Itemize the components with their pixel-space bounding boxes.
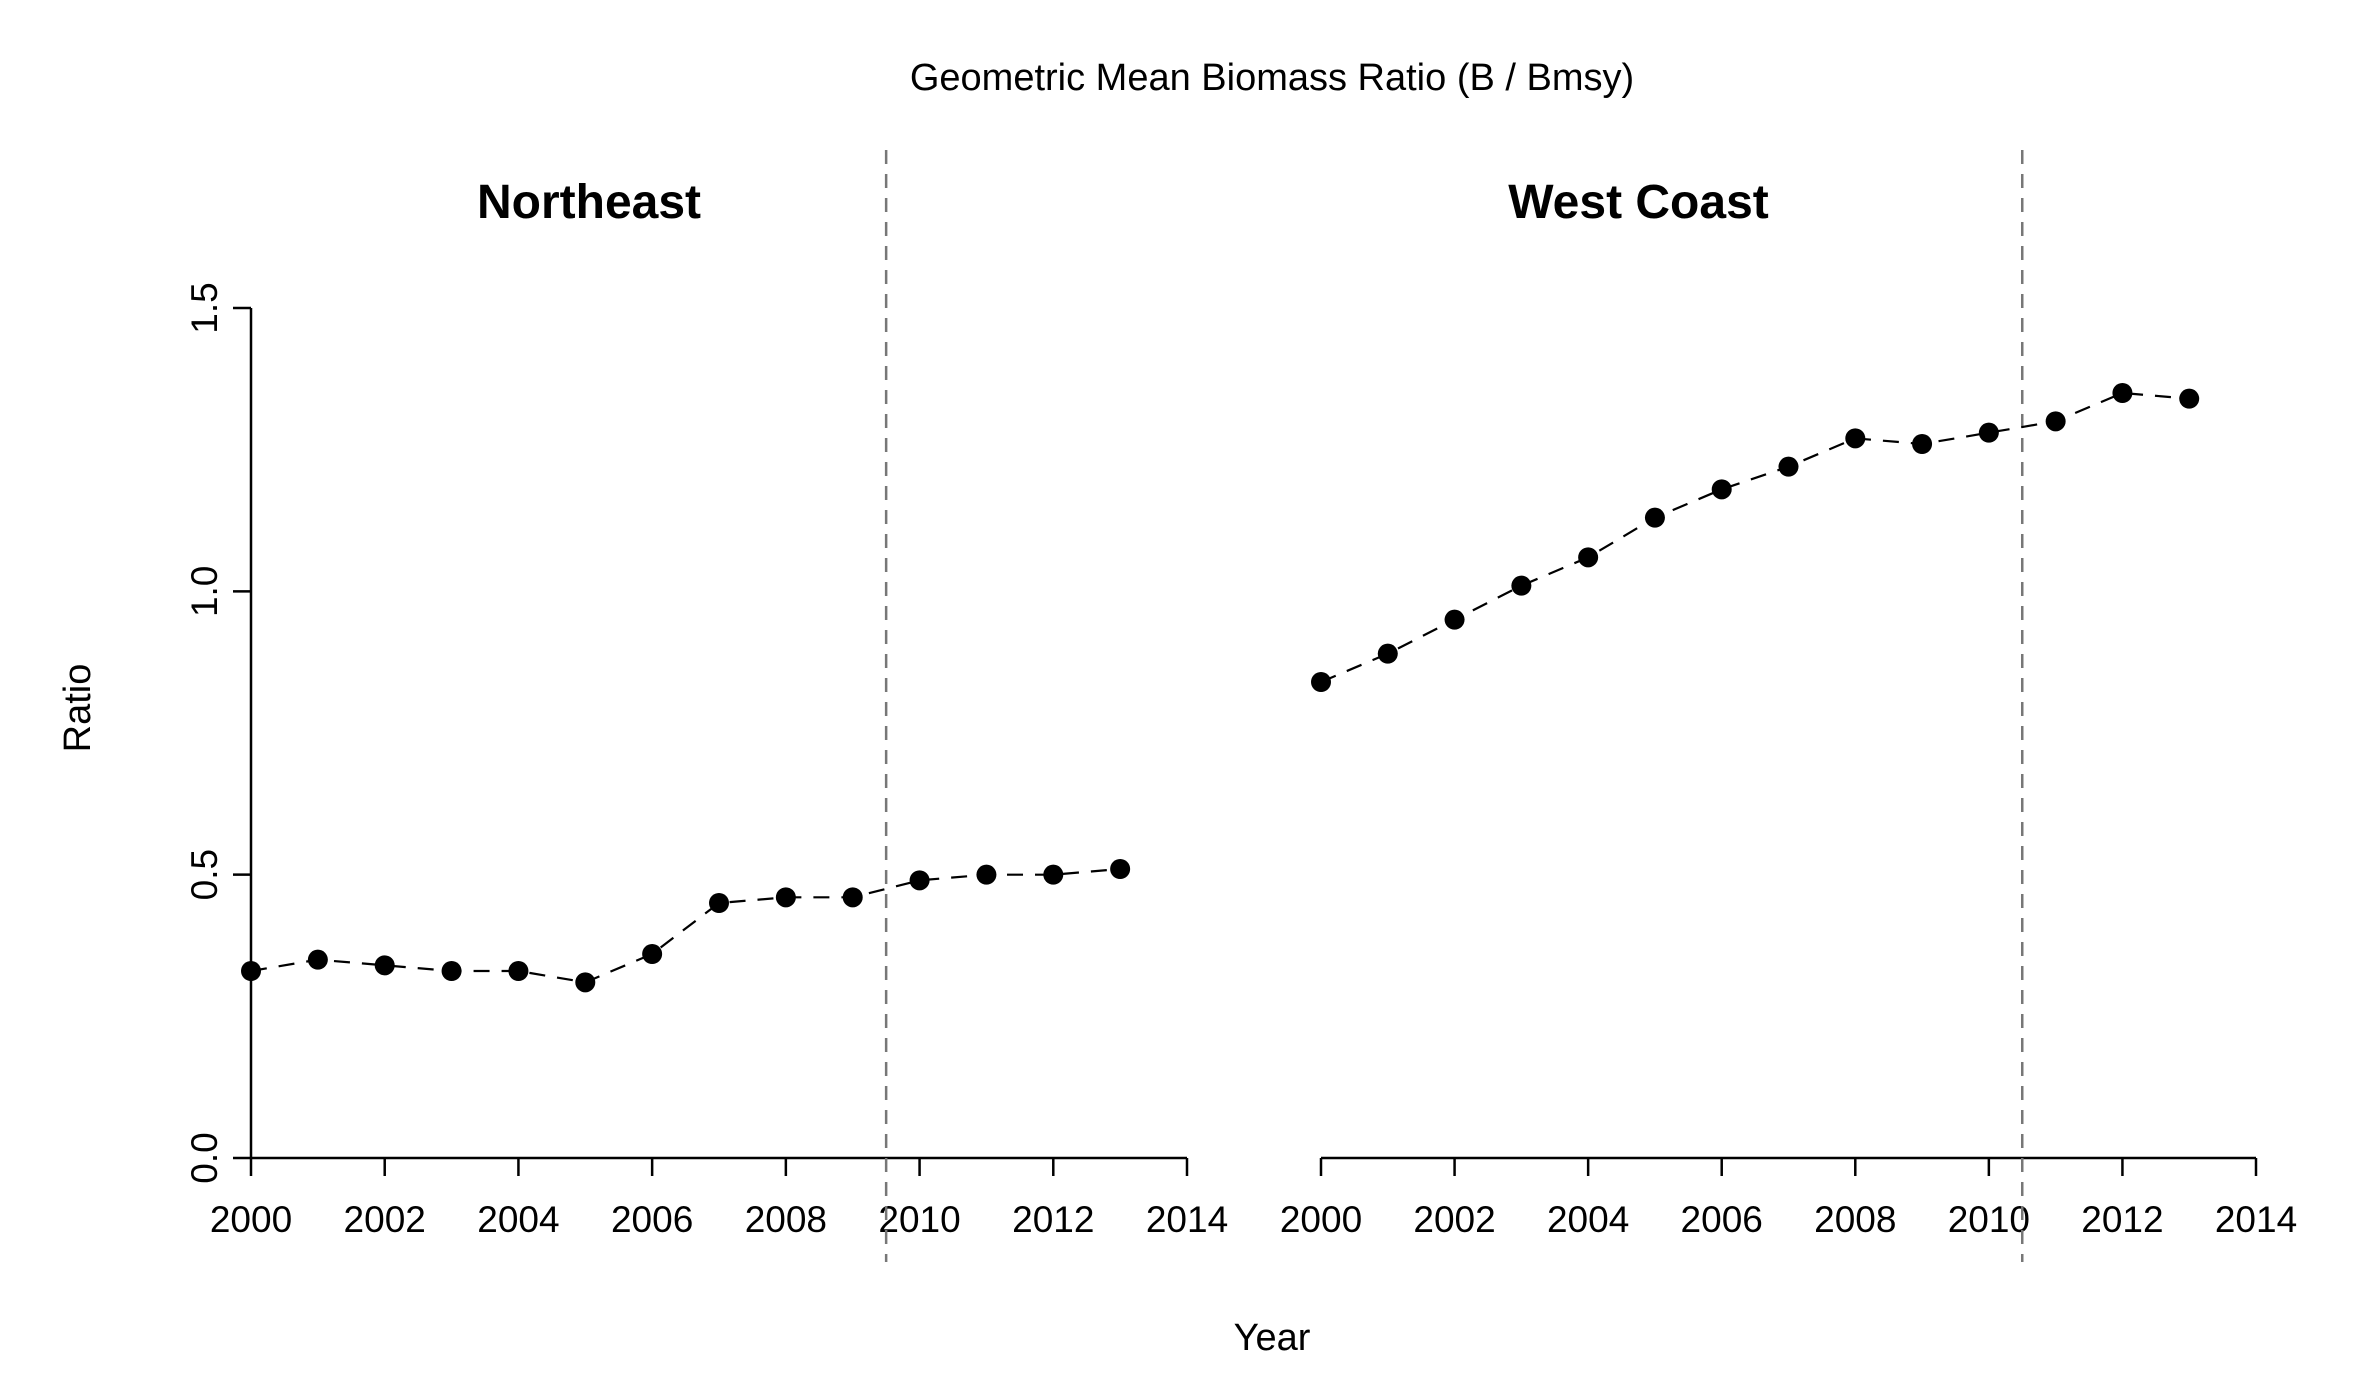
data-point <box>1644 507 1665 528</box>
data-point <box>575 972 596 993</box>
data-point <box>1912 434 1933 454</box>
x-tick-label: 2014 <box>2215 1199 2297 1240</box>
data-point <box>1978 422 1999 443</box>
data-point <box>1845 428 1866 449</box>
data-point <box>976 864 997 885</box>
data-point <box>1778 456 1799 477</box>
data-point <box>709 893 729 913</box>
data-point <box>842 887 863 908</box>
panel-0: Northeast 2000 2002 2004 2006 2008 2010 2012 201… <box>210 150 1228 1262</box>
x-axis-title: Year <box>1234 1317 1311 1359</box>
data-point <box>1578 547 1599 568</box>
x-tick-label: 2010 <box>1948 1199 2030 1240</box>
data-point <box>775 887 796 908</box>
data-point <box>2112 383 2133 403</box>
data-point <box>1377 643 1398 664</box>
x-tick-label: 2014 <box>1146 1199 1228 1240</box>
data-point <box>2045 411 2066 432</box>
data-point <box>307 949 328 970</box>
x-tick-label: 2004 <box>477 1199 559 1240</box>
data-point <box>1444 609 1465 630</box>
panel-1: West Coast 2000 2002 2004 2006 2008 2010 2012 20… <box>1280 150 2297 1262</box>
y-axis: 0.0 0.5 1.0 1.5 <box>184 282 253 1184</box>
chart-title: Geometric Mean Biomass Ratio (B / Bmsy) <box>910 57 1634 99</box>
y-tick-label: 0.5 <box>184 849 225 900</box>
data-point <box>241 961 261 981</box>
x-tick-label: 2012 <box>1012 1199 1094 1240</box>
data-point <box>642 944 663 964</box>
data-point <box>909 870 930 891</box>
x-tick-label: 2006 <box>1681 1199 1763 1240</box>
data-point <box>1711 479 1732 500</box>
y-axis-title: Ratio <box>57 664 99 753</box>
x-tick-label: 2010 <box>878 1199 960 1240</box>
series-line <box>250 867 1121 984</box>
x-tick-label: 2008 <box>1814 1199 1896 1240</box>
data-point <box>2179 388 2200 409</box>
y-tick-label: 0.0 <box>184 1132 225 1183</box>
data-point <box>1511 575 1532 596</box>
series-line <box>1320 391 2190 684</box>
x-tick-label: 2002 <box>1413 1199 1495 1240</box>
data-point <box>1311 672 1331 692</box>
x-tick-label: 2000 <box>210 1199 292 1240</box>
x-tick-label: 2004 <box>1547 1199 1629 1240</box>
data-point <box>1110 859 1131 879</box>
x-tick-label: 2008 <box>745 1199 827 1240</box>
y-tick-label: 1.5 <box>184 282 225 333</box>
chart-panels: Northeast 2000 2002 2004 2006 2008 2010 2012 201… <box>210 150 2297 1262</box>
x-tick-label: 2002 <box>344 1199 426 1240</box>
x-tick-label: 2006 <box>611 1199 693 1240</box>
panel-title: Northeast <box>477 176 701 229</box>
panel-title: West Coast <box>1508 176 1769 229</box>
x-tick-label: 2000 <box>1280 1199 1362 1240</box>
data-point <box>441 961 462 981</box>
data-point <box>1043 864 1064 885</box>
data-point <box>508 961 529 981</box>
x-tick-label: 2012 <box>2081 1199 2163 1240</box>
y-tick-label: 1.0 <box>184 566 225 617</box>
data-point <box>374 955 395 976</box>
